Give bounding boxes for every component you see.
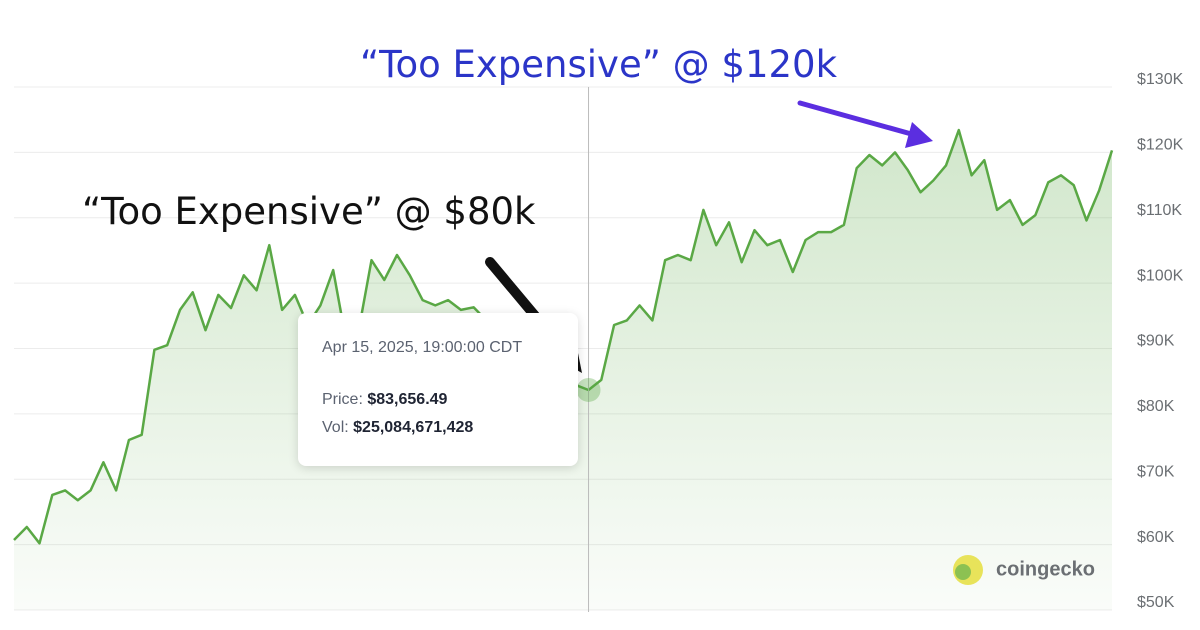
hover-point — [576, 377, 601, 402]
annotation: “Too Expensive” @ $80k — [82, 190, 536, 233]
area — [14, 130, 1112, 610]
y-tick-label: $60K — [1137, 529, 1175, 546]
y-tick-label: $130K — [1137, 71, 1184, 88]
tooltip: Apr 15, 2025, 19:00:00 CDT Price: $83,65… — [298, 313, 578, 466]
y-tick-label: $100K — [1137, 267, 1184, 284]
tooltip-date: Apr 15, 2025, 19:00:00 CDT — [322, 339, 523, 356]
y-tick-label: $80K — [1137, 398, 1175, 415]
y-tick-label: $50K — [1137, 594, 1175, 611]
tooltip-value: $83,656.49 — [367, 391, 448, 408]
tooltip-label: Price: — [322, 391, 363, 408]
arrow — [797, 100, 918, 138]
y-tick-label: $90K — [1137, 333, 1175, 350]
logo-icon — [955, 564, 971, 580]
arrow-head — [905, 122, 933, 148]
y-tick-label: $110K — [1137, 202, 1182, 219]
logo: coingecko — [996, 558, 1095, 580]
annotation: “Too Expensive” @ $120k — [360, 43, 837, 86]
y-tick-label: $70K — [1137, 463, 1175, 480]
tooltip-value: $25,084,671,428 — [353, 419, 474, 436]
tooltip-label: Vol: — [322, 419, 349, 436]
y-tick-label: $120K — [1137, 137, 1184, 154]
